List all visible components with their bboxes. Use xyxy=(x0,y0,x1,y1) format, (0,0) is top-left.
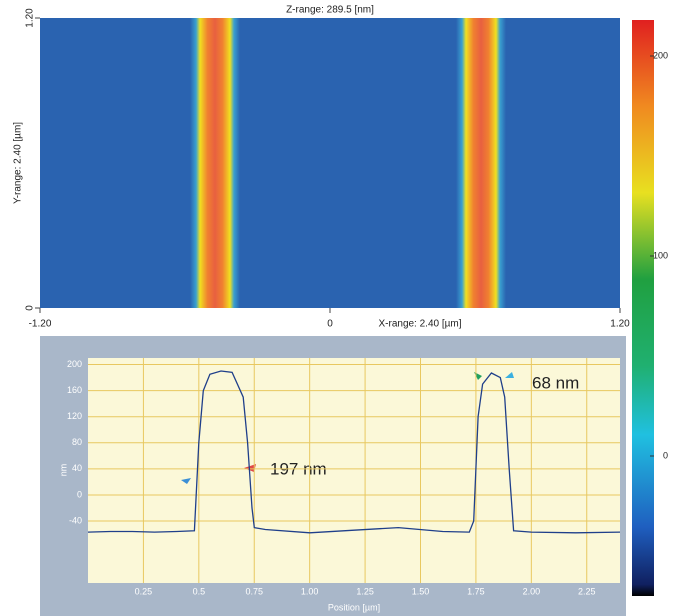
x-tick-label: 1.25 xyxy=(356,586,374,596)
afm-image xyxy=(40,18,620,308)
z-range: Z-range: 289.5 [nm] xyxy=(286,5,374,16)
x-range: X-range: 2.40 [µm] xyxy=(378,319,461,330)
y-tick-label: 40 xyxy=(72,463,82,473)
x-tick-label: 1.00 xyxy=(301,586,319,596)
afm-stripe xyxy=(190,18,240,308)
x-tick-label: 1.50 xyxy=(412,586,430,596)
y-axis-label: nm xyxy=(58,464,68,477)
afm-stripe xyxy=(456,18,506,308)
y-range: Y-range: 2.40 [µm] xyxy=(13,122,24,204)
colorbar xyxy=(632,20,654,596)
y-tick-label: 200 xyxy=(67,359,82,369)
x-tick-label: 2.00 xyxy=(523,586,541,596)
y-tick-label: 160 xyxy=(67,385,82,395)
z-tick-label: 200 xyxy=(653,50,668,60)
x-tick-label: 0.75 xyxy=(245,586,263,596)
y-tick-label: 80 xyxy=(72,437,82,447)
y-tick-label: 0 xyxy=(77,489,82,499)
marker xyxy=(244,464,256,472)
x-tick-label: -1.20 xyxy=(29,319,52,330)
x-tick-label: 1.75 xyxy=(467,586,485,596)
x-tick-label: 2.25 xyxy=(578,586,596,596)
z-tick-label: 100 xyxy=(653,250,668,260)
x-tick-label: 1.20 xyxy=(610,319,630,330)
x-tick-label: 0.5 xyxy=(193,586,206,596)
annotation: 68 nm xyxy=(532,373,579,392)
marker xyxy=(505,372,514,378)
x-axis-label: Position [µm] xyxy=(328,602,380,612)
y-tick-label: 120 xyxy=(67,411,82,421)
profile-line xyxy=(87,370,621,534)
x-tick-label: 0 xyxy=(327,319,333,330)
z-tick-label: 0 xyxy=(663,450,668,460)
marker xyxy=(181,478,191,484)
y-tick-label: -40 xyxy=(69,515,82,525)
y-tick-label: 1.20 xyxy=(25,8,36,28)
y-tick-label: 0 xyxy=(25,305,36,311)
x-tick-label: 0.25 xyxy=(135,586,153,596)
